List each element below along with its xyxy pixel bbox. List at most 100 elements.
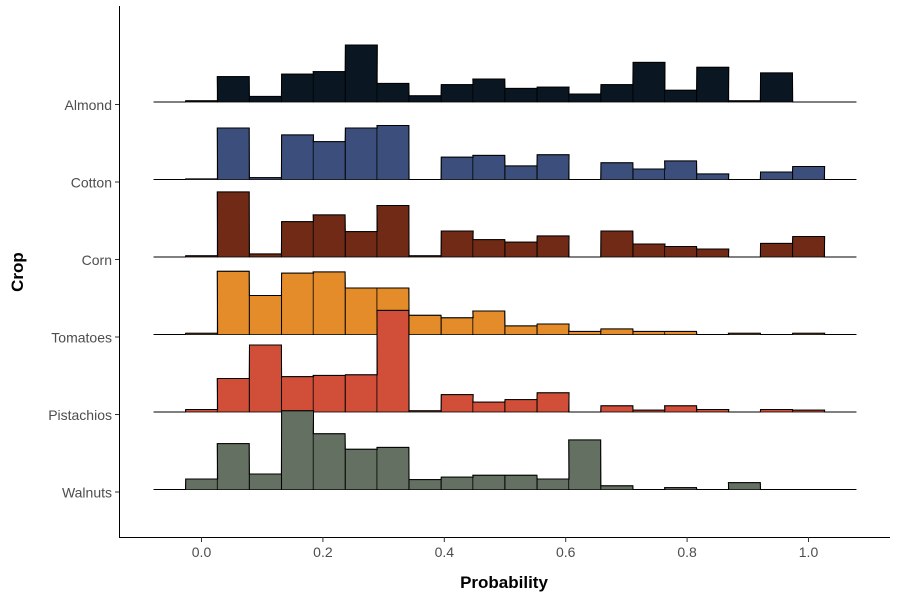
histogram-bar <box>568 439 602 490</box>
histogram-bar <box>600 84 634 103</box>
histogram-bar <box>249 344 282 413</box>
histogram-bar <box>504 241 538 258</box>
histogram-bar <box>472 401 506 413</box>
histogram-bar <box>249 96 282 103</box>
histogram-bar <box>312 271 346 335</box>
histogram-bar <box>344 374 378 413</box>
histogram-bar <box>408 479 442 490</box>
histogram-bar <box>281 272 314 335</box>
ridge-outline-pistachios <box>153 309 857 413</box>
histogram-bar <box>664 246 697 258</box>
x-tick-label: 0.6 <box>556 544 576 560</box>
histogram-bar <box>536 154 570 180</box>
histogram-bar <box>600 230 634 258</box>
histogram-bar <box>312 375 346 413</box>
histogram-bar <box>664 160 697 180</box>
histogram-bar <box>664 405 697 413</box>
histogram-bar <box>664 89 697 103</box>
y-tick-label: Walnuts <box>62 485 112 501</box>
x-tick-label: 0.0 <box>192 544 212 560</box>
histogram-bar <box>632 243 666 258</box>
histogram-bar <box>792 236 826 258</box>
histogram-bar <box>281 410 314 490</box>
ridge-cotton <box>153 125 857 180</box>
ridge-outline-tomatoes <box>153 270 857 335</box>
ridge-corn <box>153 191 857 258</box>
ridge-outline-corn <box>153 191 857 258</box>
histogram-bar <box>376 205 410 258</box>
y-axis-ticks: Almond Cotton Corn Tomatoes Pistachios Walnut… <box>48 97 119 501</box>
histogram-bar <box>312 433 346 490</box>
x-tick-label: 0.8 <box>677 544 697 560</box>
y-tick-label: Pistachios <box>48 407 112 423</box>
histogram-bar <box>408 314 442 335</box>
histogram-bar <box>281 73 314 103</box>
histogram-bar <box>249 295 282 335</box>
y-tick-label: Tomatoes <box>51 330 112 346</box>
histogram-bar <box>344 448 378 490</box>
histogram-bar <box>281 376 314 413</box>
histogram-bar <box>376 125 410 180</box>
histogram-bar <box>600 405 634 413</box>
histogram-bar <box>376 309 410 413</box>
histogram-bar <box>440 476 474 490</box>
histogram-bar <box>568 93 602 103</box>
ridge-outline-walnuts <box>153 410 857 490</box>
histogram-bar <box>376 83 410 103</box>
histogram-bar <box>440 230 474 258</box>
histogram-bar <box>600 328 634 335</box>
histogram-bar <box>504 325 538 335</box>
ridge-outline-almond <box>153 44 857 103</box>
histogram-bar <box>792 166 826 180</box>
y-tick-label: Cotton <box>71 175 112 191</box>
histogram-bar <box>600 162 634 180</box>
ridge-tomatoes <box>153 270 857 335</box>
histogram-bar <box>536 392 570 413</box>
histogram-bar <box>472 78 506 103</box>
histogram-bar <box>536 323 570 335</box>
histogram-bar <box>344 127 378 180</box>
histogram-bar <box>536 86 570 103</box>
histogram-bar <box>281 134 314 180</box>
histogram-bar <box>281 221 314 258</box>
histogram-bar <box>249 473 282 490</box>
histogram-bar <box>440 156 474 180</box>
x-tick-label: 1.0 <box>799 544 819 560</box>
histogram-bar <box>472 310 506 335</box>
histogram-bar <box>696 173 730 180</box>
histogram-bar <box>216 443 250 490</box>
x-axis-title: Probability <box>460 573 548 592</box>
histogram-bar <box>600 485 634 490</box>
y-axis-title: Crop <box>8 252 27 292</box>
histogram-bar <box>472 474 506 490</box>
histogram-bar <box>504 165 538 180</box>
x-tick-label: 0.4 <box>435 544 455 560</box>
x-tick-label: 0.2 <box>313 544 333 560</box>
histogram-bar <box>632 61 666 103</box>
histogram-bar <box>216 76 250 103</box>
histogram-bar <box>344 44 378 103</box>
histogram-bar <box>760 171 793 180</box>
histogram-bar <box>216 191 250 258</box>
histogram-bar <box>376 446 410 490</box>
ridge-pistachios <box>153 309 857 413</box>
y-tick-label: Almond <box>65 97 112 113</box>
histogram-bar <box>536 478 570 490</box>
ridge-outline-cotton <box>153 125 857 180</box>
ridge-layers <box>153 44 857 490</box>
histogram-bar <box>760 242 793 258</box>
histogram-bar <box>344 287 378 335</box>
histogram-bar <box>472 239 506 258</box>
y-tick-label: Corn <box>82 252 112 268</box>
ridge-almond <box>153 44 857 103</box>
ridge-walnuts <box>153 410 857 490</box>
histogram-bar <box>216 378 250 413</box>
histogram-bar <box>440 394 474 413</box>
histogram-bar <box>536 235 570 258</box>
histogram-bar <box>312 214 346 258</box>
histogram-bar <box>344 231 378 258</box>
histogram-bar <box>760 72 793 103</box>
histogram-bar <box>440 317 474 335</box>
histogram-bar <box>472 154 506 180</box>
